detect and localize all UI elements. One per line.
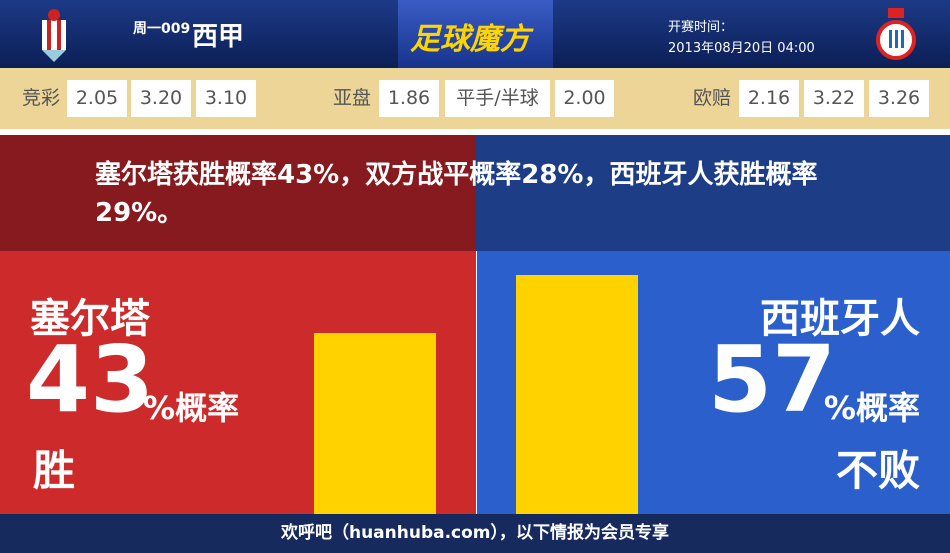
logo-bg <box>398 0 553 68</box>
odds-label: 亚盘 <box>333 87 372 109</box>
site-logo: 足球魔方 <box>410 22 530 57</box>
away-team: 西班牙人 <box>760 296 920 342</box>
footer: 欢呼吧（huanhuba.com），以下情报为会员专享 <box>280 523 670 543</box>
kickoff-time: 2013年08月20日 04:00 <box>668 41 815 56</box>
away-logo <box>876 8 916 60</box>
summary-left-bg <box>0 135 476 251</box>
home-outcome: 胜 <box>33 446 76 495</box>
odds-value: 3.10 <box>196 80 256 117</box>
match-no: 周一009 <box>133 21 191 37</box>
odds-value: 1.86 <box>379 80 439 117</box>
odds-value: 3.26 <box>869 80 929 117</box>
odds-value: 3.22 <box>804 80 864 117</box>
home-percent: 43 <box>26 326 155 433</box>
home-bar <box>314 333 436 514</box>
league: 西甲 <box>192 22 245 52</box>
home-unit: %概率 <box>143 389 240 427</box>
away-unit: %概率 <box>823 389 920 427</box>
odds-value: 2.16 <box>739 80 799 117</box>
away-outcome: 不败 <box>835 446 920 495</box>
footer-bar <box>0 514 950 553</box>
summary: 塞尔塔获胜概率43%，双方战平概率28%，西班牙人获胜概率29%。 <box>95 160 818 228</box>
odds-value: 平手/半球 <box>445 80 550 117</box>
odds-label: 竞彩 <box>22 87 61 109</box>
home-team: 塞尔塔 <box>30 296 150 342</box>
odds-value: 2.00 <box>555 80 614 117</box>
summary-right-bg <box>476 135 950 251</box>
away-bar <box>516 274 638 514</box>
kickoff-label: 开赛时间： <box>668 20 734 35</box>
home-logo <box>42 9 66 62</box>
away-percent: 57 <box>708 326 837 433</box>
odds-value: 2.05 <box>67 80 127 117</box>
odds-value: 3.20 <box>131 80 191 117</box>
odds-label: 欧赔 <box>693 87 732 109</box>
